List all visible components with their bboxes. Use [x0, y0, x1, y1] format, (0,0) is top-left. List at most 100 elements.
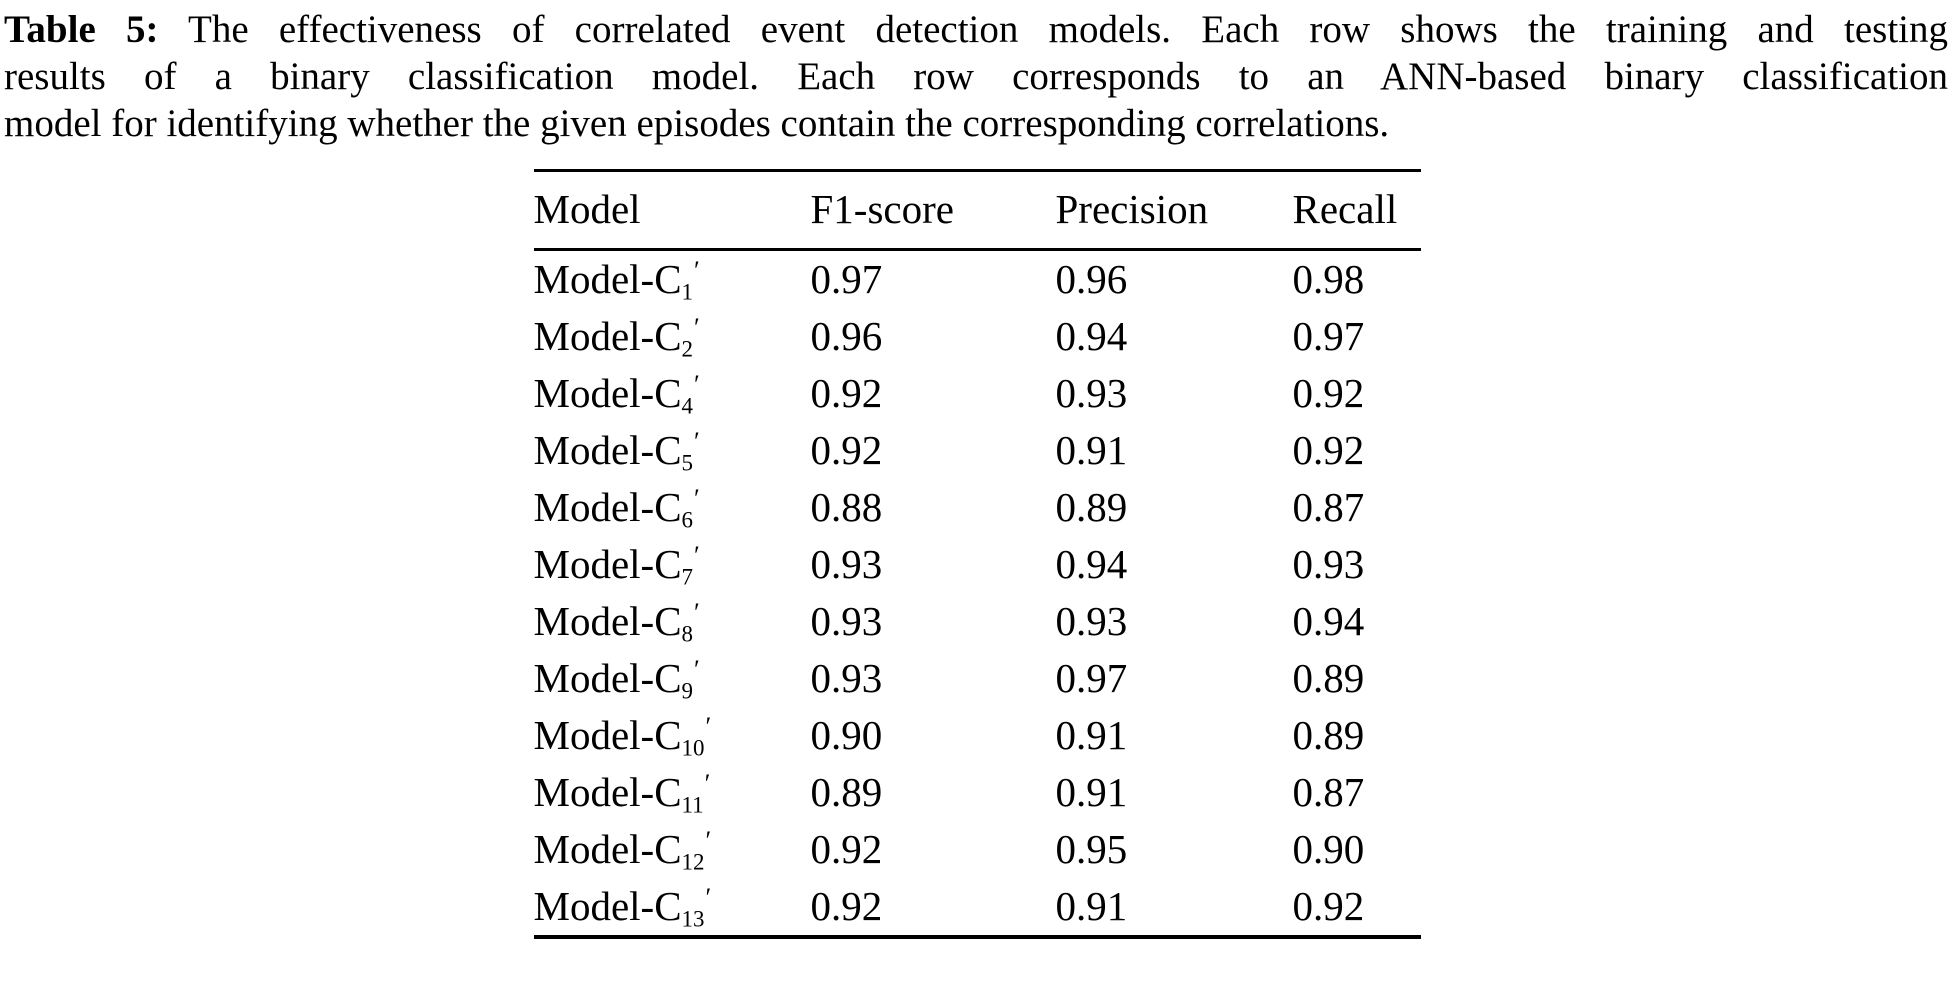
prime-mark: ′ — [704, 769, 711, 799]
model-name: Model-C — [533, 769, 682, 816]
model-cell: Model-C2′ — [534, 308, 811, 365]
model-name: Model-C — [533, 826, 682, 873]
model-cell: Model-C1′ — [534, 250, 811, 309]
prime-mark: ′ — [694, 370, 700, 400]
results-table-container: Model F1-score Precision Recall Model-C1… — [533, 169, 1421, 940]
model-subscript: 7 — [681, 564, 694, 590]
precision-cell: 0.97 — [1055, 655, 1128, 702]
model-name: Model-C — [533, 712, 682, 759]
precision-cell: 0.91 — [1055, 712, 1128, 759]
table-row: Model-C12′ 0.92 0.95 0.90 — [534, 821, 1421, 878]
prime-mark: ′ — [694, 484, 700, 514]
recall-cell: 0.87 — [1292, 769, 1365, 816]
f1-score-cell: 0.92 — [810, 883, 883, 930]
recall-cell: 0.94 — [1292, 598, 1365, 645]
prime-mark: ′ — [694, 541, 700, 571]
precision-cell: 0.93 — [1055, 370, 1128, 417]
prime-mark: ′ — [705, 826, 712, 856]
model-subscript: 11 — [681, 792, 704, 818]
precision-cell: 0.94 — [1055, 313, 1128, 360]
table-row: Model-C10′ 0.90 0.91 0.89 — [534, 707, 1421, 764]
f1-score-cell: 0.93 — [810, 598, 883, 645]
model-cell: Model-C4′ — [534, 365, 811, 422]
prime-mark: ′ — [705, 712, 712, 742]
table-row: Model-C8′ 0.93 0.93 0.94 — [534, 593, 1421, 650]
precision-cell: 0.89 — [1055, 484, 1128, 531]
f1-score-cell: 0.92 — [810, 370, 883, 417]
model-cell: Model-C8′ — [534, 593, 811, 650]
f1-score-cell: 0.90 — [810, 712, 883, 759]
f1-score-cell: 0.92 — [810, 427, 883, 474]
table-caption: Table 5: The effectiveness of correlated… — [4, 6, 1948, 147]
f1-score-cell: 0.88 — [810, 484, 883, 531]
recall-cell: 0.98 — [1292, 256, 1365, 303]
model-cell: Model-C12′ — [534, 821, 811, 878]
model-name: Model-C — [533, 655, 682, 702]
caption-line-2: results of a binary classification model… — [4, 55, 1948, 98]
recall-cell: 0.97 — [1292, 313, 1365, 360]
table-row: Model-C2′ 0.96 0.94 0.97 — [534, 308, 1421, 365]
model-subscript: 5 — [681, 450, 694, 476]
table-row: Model-C1′ 0.97 0.96 0.98 — [534, 250, 1421, 309]
f1-score-cell: 0.93 — [810, 655, 883, 702]
table-header: Model F1-score Precision Recall — [533, 170, 1421, 252]
prime-mark: ′ — [694, 256, 700, 286]
model-name: Model-C — [533, 370, 682, 417]
model-subscript: 1 — [681, 279, 694, 305]
header-model: Model — [533, 170, 811, 252]
precision-cell: 0.93 — [1055, 598, 1128, 645]
table-row: Model-C9′ 0.93 0.97 0.89 — [534, 650, 1421, 707]
model-subscript: 9 — [681, 678, 694, 704]
model-name: Model-C — [533, 541, 682, 588]
prime-mark: ′ — [694, 598, 700, 628]
recall-cell: 0.89 — [1292, 655, 1365, 702]
header-recall: Recall — [1292, 170, 1421, 252]
recall-cell: 0.87 — [1292, 484, 1365, 531]
model-name: Model-C — [533, 256, 682, 303]
f1-score-cell: 0.96 — [810, 313, 883, 360]
table-row: Model-C7′ 0.93 0.94 0.93 — [534, 536, 1421, 593]
recall-cell: 0.92 — [1292, 370, 1365, 417]
model-cell: Model-C13′ — [534, 878, 811, 937]
prime-mark: ′ — [694, 655, 700, 685]
model-name: Model-C — [533, 427, 682, 474]
precision-cell: 0.95 — [1055, 826, 1128, 873]
header-precision: Precision — [1055, 170, 1293, 252]
f1-score-cell: 0.92 — [810, 826, 883, 873]
caption-line-1-text: The effectiveness of correlated event de… — [188, 8, 1948, 51]
results-table: Model F1-score Precision Recall Model-C1… — [533, 169, 1421, 940]
model-subscript: 8 — [681, 621, 694, 647]
precision-cell: 0.91 — [1055, 427, 1128, 474]
model-name: Model-C — [533, 883, 682, 930]
precision-cell: 0.94 — [1055, 541, 1128, 588]
model-subscript: 12 — [681, 849, 705, 875]
prime-mark: ′ — [694, 313, 700, 343]
caption-label: Table 5: — [4, 8, 159, 51]
model-cell: Model-C5′ — [534, 422, 811, 479]
model-subscript: 10 — [681, 735, 705, 761]
model-cell: Model-C9′ — [534, 650, 811, 707]
header-f1-score: F1-score — [810, 170, 1056, 252]
recall-cell: 0.90 — [1292, 826, 1365, 873]
table-row: Model-C13′ 0.92 0.91 0.92 — [534, 878, 1421, 937]
recall-cell: 0.92 — [1292, 883, 1365, 930]
f1-score-cell: 0.93 — [810, 541, 883, 588]
caption-line-3: model for identifying whether the given … — [4, 102, 1390, 145]
model-subscript: 4 — [681, 393, 694, 419]
model-subscript: 2 — [681, 336, 694, 362]
recall-cell: 0.92 — [1292, 427, 1365, 474]
caption-line-1: Table 5: The effectiveness of correlated… — [4, 6, 1948, 53]
precision-cell: 0.91 — [1055, 883, 1128, 930]
table-row: Model-C6′ 0.88 0.89 0.87 — [534, 479, 1421, 536]
model-name: Model-C — [533, 598, 682, 645]
model-cell: Model-C7′ — [534, 536, 811, 593]
precision-cell: 0.91 — [1055, 769, 1128, 816]
model-subscript: 13 — [681, 906, 705, 932]
model-cell: Model-C10′ — [534, 707, 811, 764]
table-row: Model-C4′ 0.92 0.93 0.92 — [534, 365, 1421, 422]
table-row: Model-C5′ 0.92 0.91 0.92 — [534, 422, 1421, 479]
f1-score-cell: 0.97 — [810, 256, 883, 303]
model-name: Model-C — [533, 484, 682, 531]
table-row: Model-C11′ 0.89 0.91 0.87 — [534, 764, 1421, 821]
model-name: Model-C — [533, 313, 682, 360]
